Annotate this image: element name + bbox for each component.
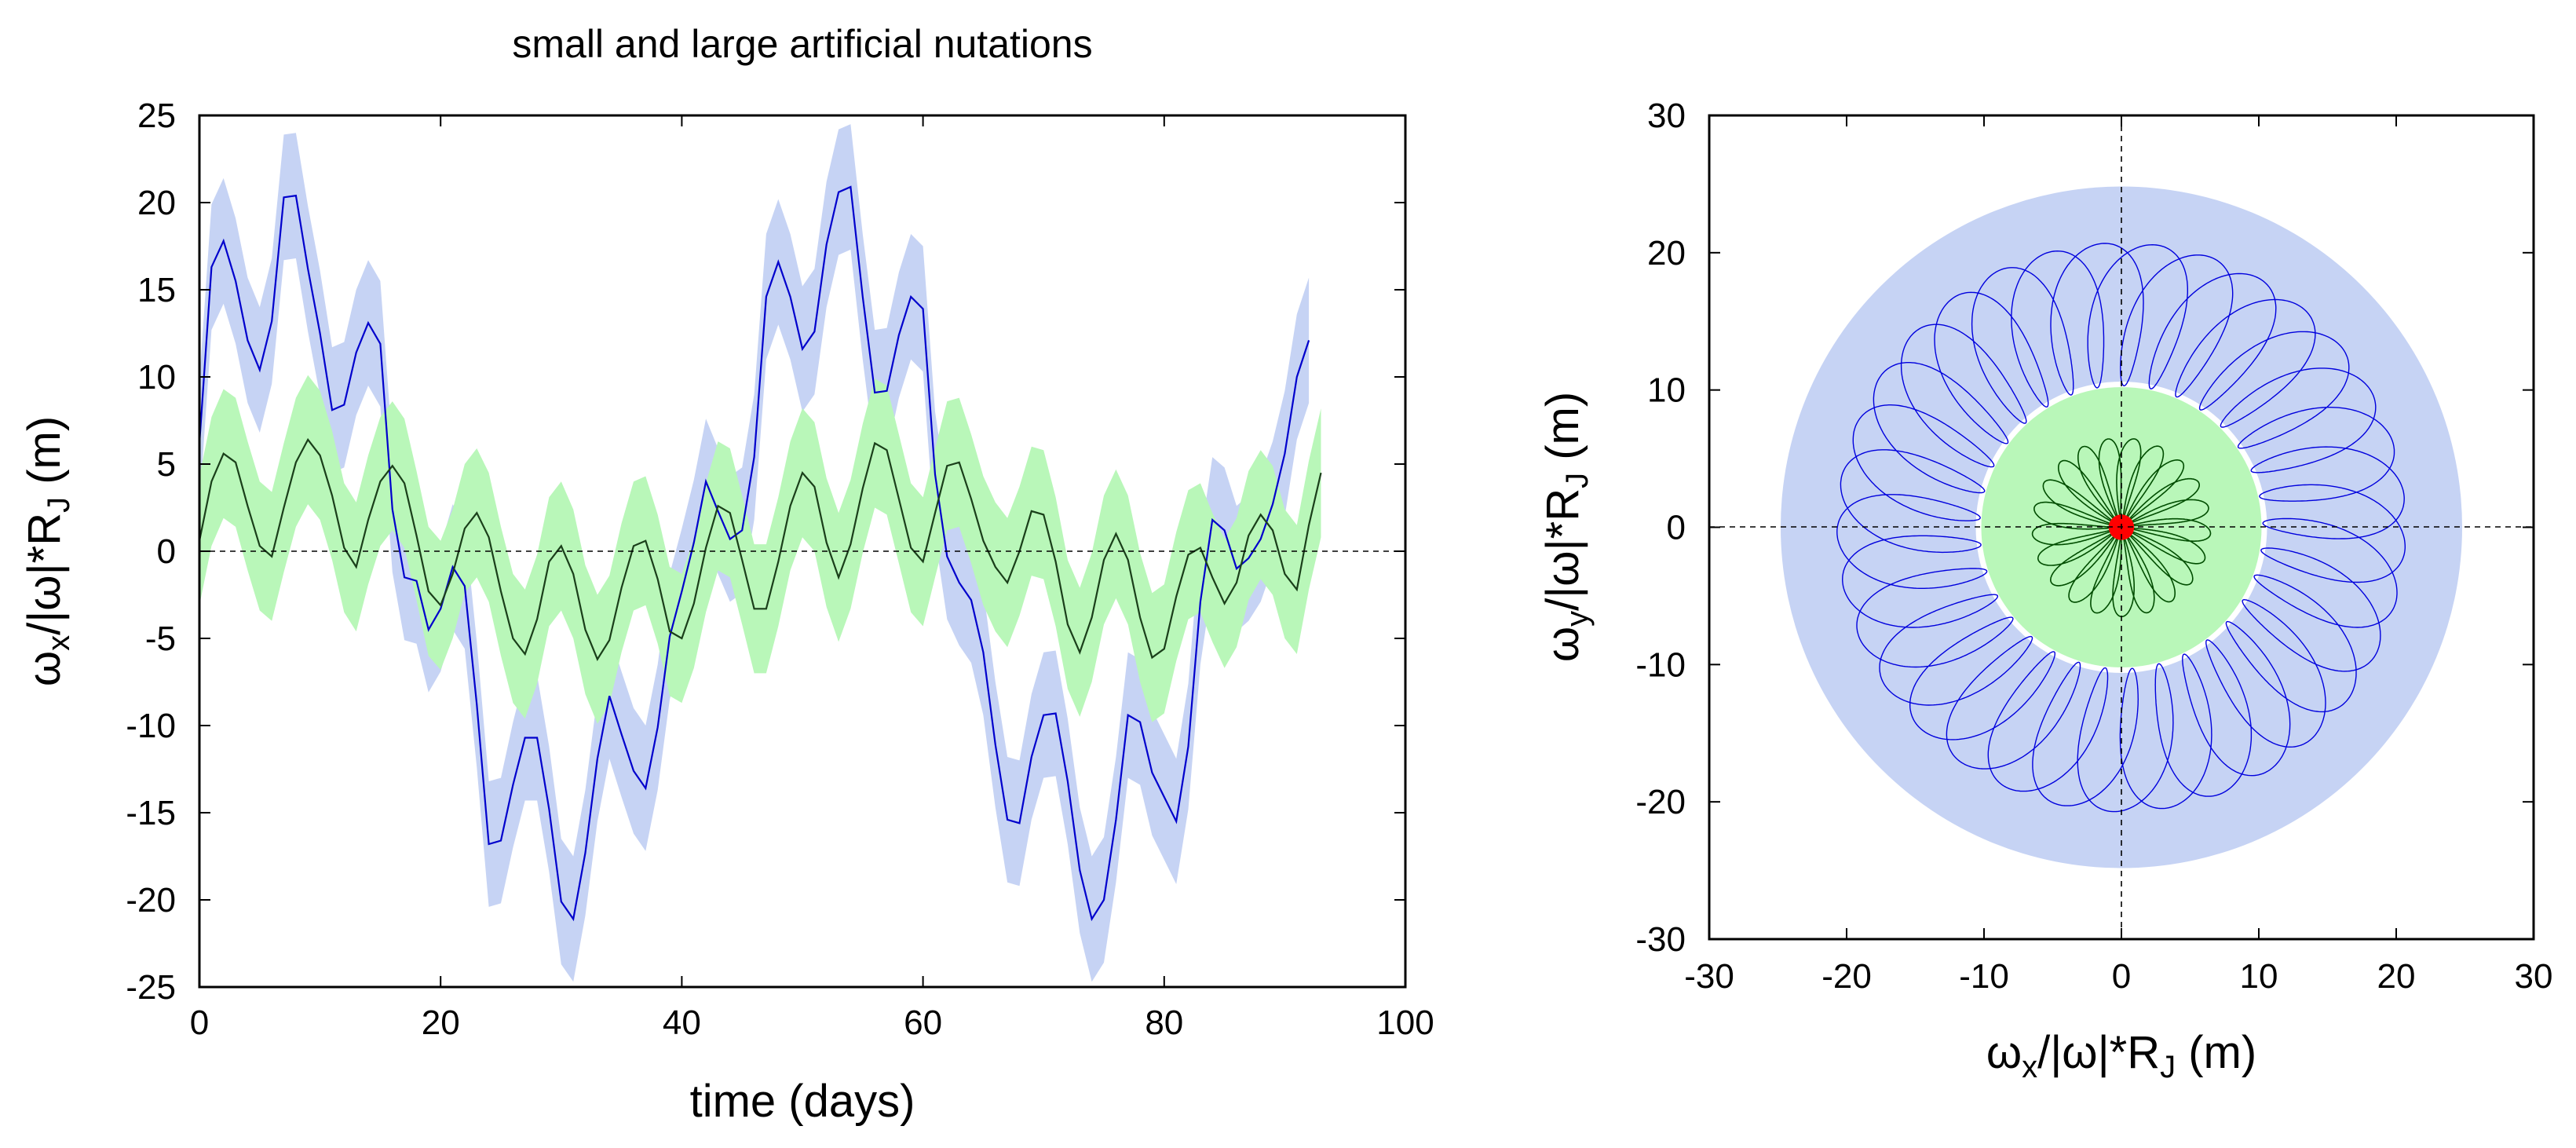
large-nutation-band (199, 124, 1310, 982)
right-x-tick-label: 0 (2112, 957, 2131, 996)
right-y-tick-label: -30 (1635, 920, 1686, 959)
right-y-tick-label: 0 (1667, 509, 1686, 547)
right-x-axis-label: ωx/|ω|*RJ (m) (1986, 1027, 2256, 1084)
left-y-tick-label: 25 (137, 97, 176, 135)
right-y-tick-label: -20 (1635, 783, 1686, 821)
left-y-tick-label: 0 (157, 532, 176, 571)
right-y-axis-label: ωy/|ω|*RJ (m) (1537, 392, 1595, 662)
left-chart: small and large artificial nutations 0 20… (19, 22, 1434, 1127)
left-chart-title: small and large artificial nutations (512, 22, 1092, 66)
left-y-tick-label: 5 (157, 445, 176, 484)
small-nutation-band (199, 375, 1321, 724)
left-y-tick-label: -25 (126, 968, 176, 1007)
left-x-tick-label: 80 (1145, 1004, 1183, 1042)
left-x-tick-label: 40 (663, 1004, 701, 1042)
left-y-tick-label: 10 (137, 358, 176, 397)
left-plot-data (199, 124, 1322, 982)
left-plot-frame (198, 114, 1407, 989)
left-y-tick-label: -15 (126, 794, 176, 832)
left-y-axis-label: ωx/|ω|*RJ (m) (19, 416, 76, 686)
left-y-tick-label: -5 (145, 620, 176, 658)
large-nutation-line (199, 185, 1310, 922)
left-x-axis-label: time (days) (690, 1076, 915, 1127)
right-y-tick-label: 20 (1647, 234, 1686, 272)
left-series-group (199, 124, 1322, 982)
right-y-tick-label: 10 (1647, 371, 1686, 410)
right-x-tick-label: -30 (1684, 957, 1734, 996)
right-x-tick-label: 20 (2377, 957, 2416, 996)
left-x-tick-label: 20 (422, 1004, 460, 1042)
left-x-tick-label: 60 (904, 1004, 942, 1042)
left-y-tick-label: 20 (137, 184, 176, 222)
right-x-tick-label: -10 (1959, 957, 2009, 996)
large-nutation-trajectory (1836, 243, 2406, 813)
left-y-tick-label: 15 (137, 271, 176, 309)
right-x-tick-label: 30 (2515, 957, 2553, 996)
left-ticks: 0 20 40 60 80 100 -25 -20 -15 -10 -5 0 5 10 15 20 25 (126, 97, 1434, 1042)
right-y-tick-label: 30 (1647, 97, 1686, 135)
left-y-tick-label: -20 (126, 881, 176, 919)
left-y-tick-label: -10 (126, 707, 176, 745)
right-x-tick-label: 10 (2240, 957, 2278, 996)
right-y-tick-label: -10 (1635, 645, 1686, 684)
right-chart: -30 -20 -10 0 10 20 30 -30 -20 -10 0 10 20 30 ωx/|ω|*… (1537, 97, 2552, 1084)
right-x-tick-label: -20 (1821, 957, 1872, 996)
left-x-tick-label: 100 (1376, 1004, 1434, 1042)
left-x-tick-label: 0 (190, 1004, 209, 1042)
small-nutation-line (199, 437, 1322, 662)
right-plot-frame (1708, 114, 2535, 941)
